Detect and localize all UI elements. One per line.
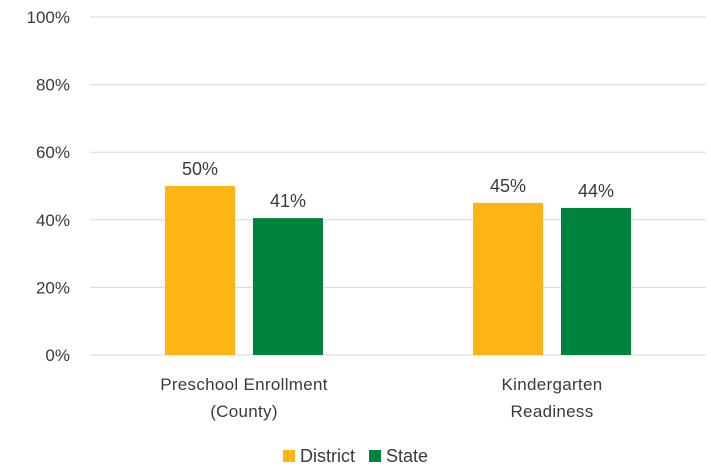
data-label-district-0: 50%: [182, 159, 218, 179]
y-axis-tick-labels: 0% 20% 40% 60% 80% 100%: [27, 8, 70, 365]
legend-swatch-state: [368, 450, 381, 462]
category-label-0-line-1: (County): [210, 402, 278, 421]
y-tick-label-20: 20%: [36, 278, 70, 297]
bar-district-0: [165, 186, 235, 355]
data-label-district-1: 45%: [490, 176, 526, 196]
legend-swatch-district: [282, 450, 295, 462]
bar-district-1: [473, 202, 543, 355]
y-tick-label-40: 40%: [36, 211, 70, 230]
x-axis-category-labels: Preschool Enrollment (County) Kindergarten…: [160, 375, 602, 421]
legend-label-district: District: [300, 446, 355, 466]
bars: [165, 186, 631, 355]
y-tick-label-0: 0%: [45, 346, 70, 365]
category-label-1-line-0: Kindergarten: [502, 375, 603, 394]
data-labels: 50% 41% 45% 44%: [182, 159, 614, 211]
category-label-1-line-1: Readiness: [510, 402, 593, 421]
category-label-0-line-0: Preschool Enrollment: [160, 375, 328, 394]
data-label-state-0: 41%: [270, 191, 306, 211]
legend-label-state: State: [386, 446, 428, 466]
legend: District State: [282, 446, 428, 466]
bar-state-0: [253, 218, 323, 355]
bar-state-1: [561, 207, 631, 355]
data-label-state-1: 44%: [578, 181, 614, 201]
y-tick-label-80: 80%: [36, 76, 70, 95]
y-tick-label-100: 100%: [27, 8, 70, 27]
y-tick-label-60: 60%: [36, 143, 70, 162]
